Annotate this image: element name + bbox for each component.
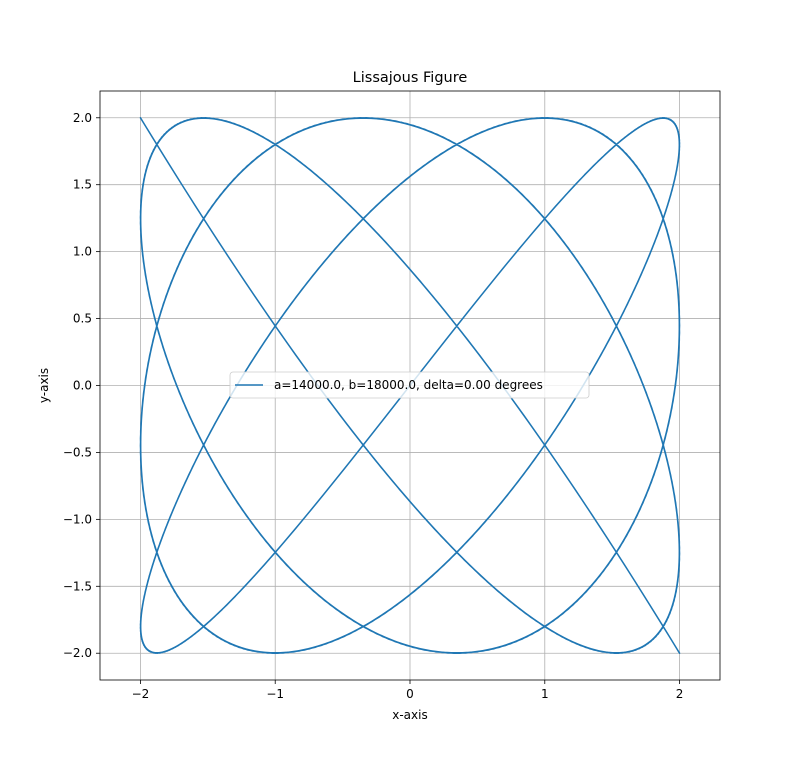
y-tick-label: −0.5	[63, 445, 92, 459]
x-tick-label: 2	[676, 687, 684, 701]
x-tick-label: −1	[266, 687, 284, 701]
y-tick-label: −1.0	[63, 512, 92, 526]
y-tick-label: 0.0	[73, 379, 92, 393]
legend-box	[229, 371, 590, 399]
y-tick-label: 1.0	[73, 245, 92, 259]
y-axis-label: y-axis	[37, 368, 51, 403]
x-axis-label: x-axis	[392, 708, 427, 722]
ticks: −2 −1 0 1 2 2.0 1.5 1.0 0.5 0.0 −0.5 −1.0 −1.5 −2.0	[63, 111, 684, 701]
chart-title: Lissajous Figure	[353, 70, 468, 86]
legend: a=14000.0, b=18000.0, delta=0.00 degrees	[229, 371, 590, 399]
x-tick-label: −2	[132, 687, 150, 701]
y-tick-label: −1.5	[63, 579, 92, 593]
legend-label: a=14000.0, b=18000.0, delta=0.00 degrees	[274, 378, 543, 392]
y-tick-label: 2.0	[73, 111, 92, 125]
y-tick-label: 0.5	[73, 312, 92, 326]
x-tick-label: 1	[541, 687, 549, 701]
y-tick-label: 1.5	[73, 178, 92, 192]
x-tick-label: 0	[406, 687, 414, 701]
y-tick-label: −2.0	[63, 646, 92, 660]
